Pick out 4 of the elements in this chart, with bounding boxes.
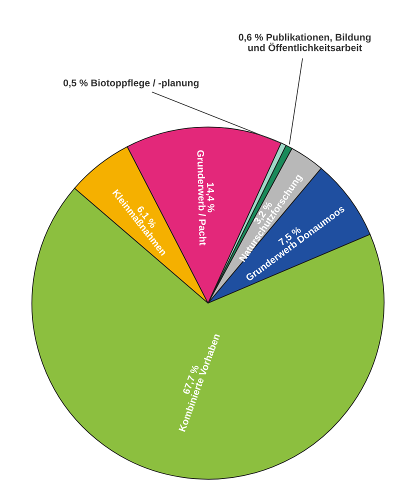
slice-label: 0,5 % Biotoppflege / -planung <box>63 79 199 88</box>
slice-label: Grunderwerb / Pacht <box>197 150 207 246</box>
slice-label: 0,6 % Publikationen, Bildung und Öffentlichkeitsarbeit <box>238 34 371 52</box>
data-label: 14,4 % <box>206 182 215 212</box>
